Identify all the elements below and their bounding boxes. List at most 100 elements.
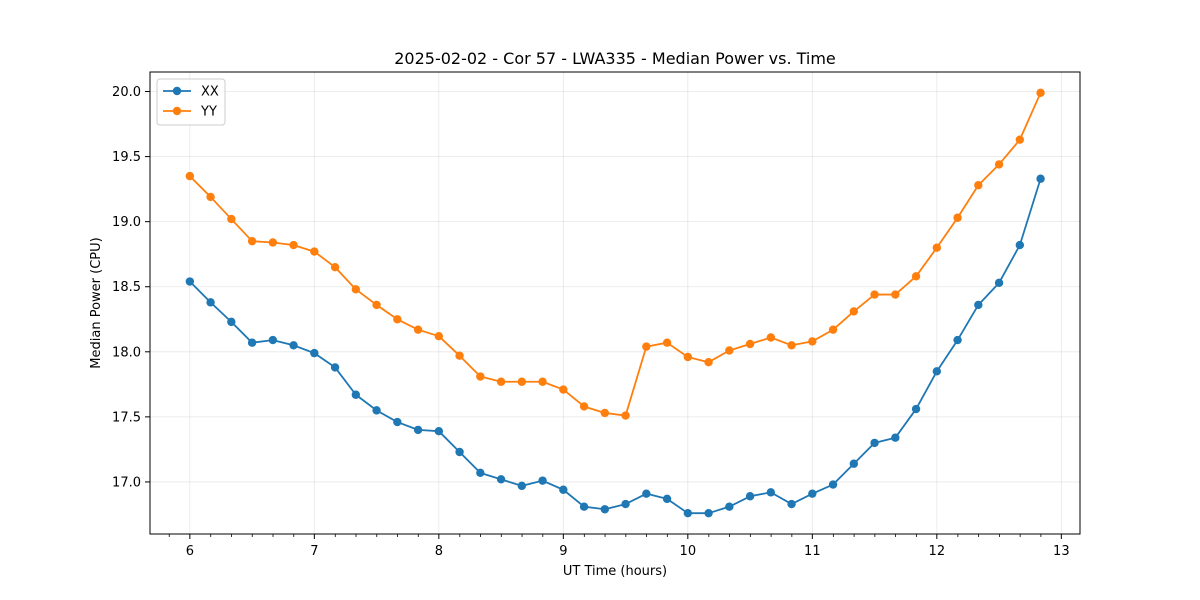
data-point-yy xyxy=(289,240,298,250)
data-point-xx xyxy=(787,499,796,509)
data-point-xx xyxy=(206,298,215,307)
data-point-yy xyxy=(413,325,423,334)
data-point-xx xyxy=(683,508,693,518)
data-point-yy xyxy=(351,285,361,294)
data-point-xx xyxy=(517,481,527,491)
data-point-xx xyxy=(662,494,672,504)
data-point-yy xyxy=(932,243,942,252)
legend: XX YY xyxy=(156,78,226,126)
data-point-xx xyxy=(247,338,257,347)
y-tick-label: 20.0 xyxy=(112,85,141,100)
data-point-yy xyxy=(268,238,278,247)
data-point-xx xyxy=(932,367,942,376)
data-point-xx xyxy=(268,335,278,345)
data-point-xx xyxy=(745,492,755,501)
data-point-xx xyxy=(766,488,776,497)
data-point-yy xyxy=(725,346,734,355)
data-point-yy xyxy=(828,325,838,334)
data-point-yy xyxy=(310,247,319,256)
data-point-yy xyxy=(538,377,547,386)
y-axis-label: Median Power (CPU) xyxy=(89,237,104,368)
x-tick-label: 11 xyxy=(804,544,821,559)
plot-frame xyxy=(149,71,1081,535)
legend-label: YY xyxy=(200,105,217,120)
y-tick-label: 19.0 xyxy=(112,215,141,230)
data-point-xx xyxy=(621,499,630,509)
data-point-xx xyxy=(994,278,1004,288)
data-point-xx xyxy=(310,348,319,358)
data-point-yy xyxy=(704,358,713,367)
y-tick-label: 17.0 xyxy=(112,475,141,490)
x-tick-label: 10 xyxy=(680,544,697,559)
data-point-yy xyxy=(974,181,983,190)
grid-lines xyxy=(150,72,1080,534)
y-axis: 17.0 17.5 18.0 18.5 19.0 19.5 20.0 xyxy=(112,85,150,490)
x-tick-label: 9 xyxy=(559,544,567,559)
data-point-yy xyxy=(766,333,776,342)
x-tick-label: 12 xyxy=(929,544,946,559)
data-point-yy xyxy=(393,315,402,324)
data-point-yy xyxy=(1015,135,1025,144)
data-point-yy xyxy=(600,408,610,418)
data-point-xx xyxy=(330,363,340,372)
data-point-xx xyxy=(808,489,817,498)
data-point-xx xyxy=(185,277,195,286)
data-point-yy xyxy=(745,339,755,349)
data-point-xx xyxy=(953,335,962,345)
series-yy xyxy=(185,88,1045,420)
x-tick-label: 8 xyxy=(435,544,443,559)
data-point-xx xyxy=(725,502,734,511)
data-point-yy xyxy=(683,352,693,362)
data-point-xx xyxy=(1015,240,1025,250)
data-point-xx xyxy=(559,485,568,494)
data-point-xx xyxy=(289,341,298,350)
series-line-yy xyxy=(189,92,1042,417)
data-point-yy xyxy=(330,263,340,272)
data-point-yy xyxy=(579,402,589,411)
data-point-yy xyxy=(891,290,900,299)
data-point-yy xyxy=(372,300,381,310)
data-point-xx xyxy=(413,425,423,435)
series-group xyxy=(185,88,1045,518)
x-tick-label: 13 xyxy=(1053,544,1070,559)
data-point-xx xyxy=(476,468,485,478)
data-point-yy xyxy=(662,338,672,347)
data-point-yy xyxy=(787,341,796,350)
y-tick-label: 17.5 xyxy=(112,410,141,425)
data-point-yy xyxy=(808,337,817,346)
data-point-xx xyxy=(393,417,402,427)
data-point-xx xyxy=(642,489,651,498)
data-point-yy xyxy=(185,171,195,181)
data-point-yy xyxy=(517,377,527,386)
data-point-yy xyxy=(911,272,921,281)
data-point-yy xyxy=(621,411,630,420)
x-tick-label: 6 xyxy=(186,544,194,559)
data-point-xx xyxy=(434,426,444,436)
y-tick-label: 19.5 xyxy=(112,150,141,165)
legend-label: XX xyxy=(201,85,219,100)
series-line-xx xyxy=(189,178,1042,515)
data-point-yy xyxy=(455,351,464,360)
data-point-yy xyxy=(476,372,485,381)
data-point-yy xyxy=(206,192,215,202)
x-axis: 6 7 8 9 10 11 12 13 xyxy=(168,534,1070,559)
chart-title: 2025-02-02 - Cor 57 - LWA335 - Median Po… xyxy=(394,49,836,68)
data-point-yy xyxy=(496,377,506,386)
data-point-xx xyxy=(974,300,983,310)
y-tick-label: 18.0 xyxy=(112,345,141,360)
data-point-xx xyxy=(496,475,506,484)
data-point-yy xyxy=(227,214,236,224)
data-point-yy xyxy=(247,236,257,246)
data-point-yy xyxy=(870,290,879,299)
data-point-xx xyxy=(227,317,236,327)
data-point-yy xyxy=(849,307,859,316)
data-point-xx xyxy=(600,505,610,514)
legend-swatch-marker xyxy=(172,86,182,96)
data-point-xx xyxy=(1036,174,1045,183)
data-point-xx xyxy=(455,447,464,457)
legend-entry-yy: YY xyxy=(163,105,217,120)
data-point-yy xyxy=(559,385,568,394)
y-tick-label: 18.5 xyxy=(112,280,141,295)
data-point-xx xyxy=(538,476,547,485)
